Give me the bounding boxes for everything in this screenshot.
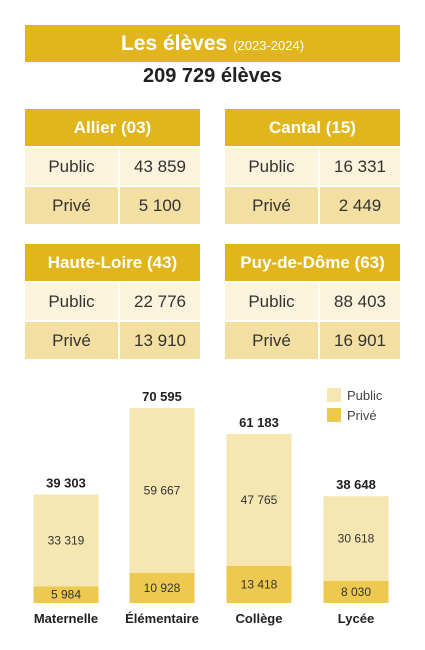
bar-segment-prive bbox=[33, 586, 99, 603]
dept-row-public: Public 88 403 bbox=[225, 283, 400, 320]
cell-divider bbox=[318, 148, 320, 185]
dept-row-prive: Privé 2 449 bbox=[225, 187, 400, 224]
dept-row-prive: Privé 16 901 bbox=[225, 322, 400, 359]
legend-swatch-public bbox=[327, 388, 341, 402]
dept-card-cantal: Cantal (15) Public 16 331 Privé 2 449 bbox=[225, 109, 400, 224]
cell-divider bbox=[318, 187, 320, 224]
row-value: 16 901 bbox=[334, 330, 386, 350]
cell-divider bbox=[118, 148, 120, 185]
bar-segment-public bbox=[129, 408, 195, 573]
total-label: 38 648 bbox=[336, 477, 376, 492]
dept-row-public: Public 16 331 bbox=[225, 148, 400, 185]
dept-name: Allier (03) bbox=[25, 109, 200, 146]
category-label: Lycée bbox=[338, 611, 374, 626]
dept-row-prive: Privé 13 910 bbox=[25, 322, 200, 359]
data-label-public: 59 667 bbox=[144, 483, 181, 497]
row-label: Privé bbox=[252, 195, 291, 215]
bar-segment-public bbox=[323, 496, 389, 581]
data-label-public: 30 618 bbox=[338, 532, 375, 546]
legend-item-prive: Privé bbox=[327, 405, 382, 425]
dept-card-haute-loire: Haute-Loire (43) Public 22 776 Privé 13 … bbox=[25, 244, 200, 359]
data-label-prive: 8 030 bbox=[341, 585, 371, 599]
stacked-bar-chart: 33 319 5 984 39 303 Maternelle 59 667 10 928 7… bbox=[33, 389, 389, 626]
total-students: 209 729 élèves bbox=[142, 65, 283, 87]
data-label-public: 33 319 bbox=[48, 533, 85, 547]
title-years: (2023-2024) bbox=[233, 38, 305, 53]
row-value: 13 910 bbox=[134, 330, 186, 350]
data-label-public: 47 765 bbox=[241, 493, 278, 507]
data-label-prive: 10 928 bbox=[144, 581, 181, 595]
row-label: Privé bbox=[252, 330, 291, 350]
row-value: 16 331 bbox=[334, 156, 386, 176]
dept-name: Puy-de-Dôme (63) bbox=[225, 244, 400, 281]
row-value: 2 449 bbox=[338, 195, 382, 215]
cell-divider bbox=[118, 187, 120, 224]
cell-divider bbox=[318, 283, 320, 320]
total-label: 61 183 bbox=[239, 415, 279, 430]
row-label: Public bbox=[48, 156, 95, 176]
row-label: Public bbox=[48, 291, 95, 311]
dept-row-public: Public 22 776 bbox=[25, 283, 200, 320]
dept-name: Cantal (15) bbox=[225, 109, 400, 146]
row-label: Public bbox=[248, 291, 295, 311]
legend-label: Public bbox=[347, 387, 383, 403]
category-label: Collège bbox=[236, 611, 283, 626]
row-label: Privé bbox=[52, 330, 91, 350]
row-label: Privé bbox=[52, 195, 91, 215]
dept-card-puy-de-dome: Puy-de-Dôme (63) Public 88 403 Privé 16 … bbox=[225, 244, 400, 359]
bar-segment-public bbox=[226, 433, 292, 566]
cell-divider bbox=[318, 322, 320, 359]
total-label: 39 303 bbox=[46, 475, 86, 490]
row-value: 22 776 bbox=[134, 291, 186, 311]
data-label-prive: 13 418 bbox=[241, 577, 278, 591]
category-label: Maternelle bbox=[34, 611, 98, 626]
cell-divider bbox=[118, 283, 120, 320]
bar-segment-prive bbox=[129, 572, 195, 603]
page-title: Les élèves bbox=[120, 31, 228, 55]
bar-segment-prive bbox=[323, 580, 389, 603]
category-label: Élémentaire bbox=[125, 611, 199, 626]
cell-divider bbox=[118, 322, 120, 359]
row-value: 5 100 bbox=[138, 195, 182, 215]
bar-segment-prive bbox=[226, 565, 292, 603]
data-label-prive: 5 984 bbox=[51, 588, 81, 602]
legend-label: Privé bbox=[347, 407, 377, 423]
chart-legend: Public Privé bbox=[327, 385, 382, 425]
legend-item-public: Public bbox=[327, 385, 382, 405]
legend-swatch-prive bbox=[327, 408, 341, 422]
dept-row-public: Public 43 859 bbox=[25, 148, 200, 185]
dept-row-prive: Privé 5 100 bbox=[25, 187, 200, 224]
dept-name: Haute-Loire (43) bbox=[25, 244, 200, 281]
row-label: Public bbox=[248, 156, 295, 176]
row-value: 43 859 bbox=[134, 156, 186, 176]
total-label: 70 595 bbox=[142, 389, 182, 404]
title-bar: Les élèves (2023-2024) bbox=[25, 25, 400, 62]
bar-segment-public bbox=[33, 494, 99, 587]
row-value: 88 403 bbox=[334, 291, 386, 311]
dept-card-allier: Allier (03) Public 43 859 Privé 5 100 bbox=[25, 109, 200, 224]
